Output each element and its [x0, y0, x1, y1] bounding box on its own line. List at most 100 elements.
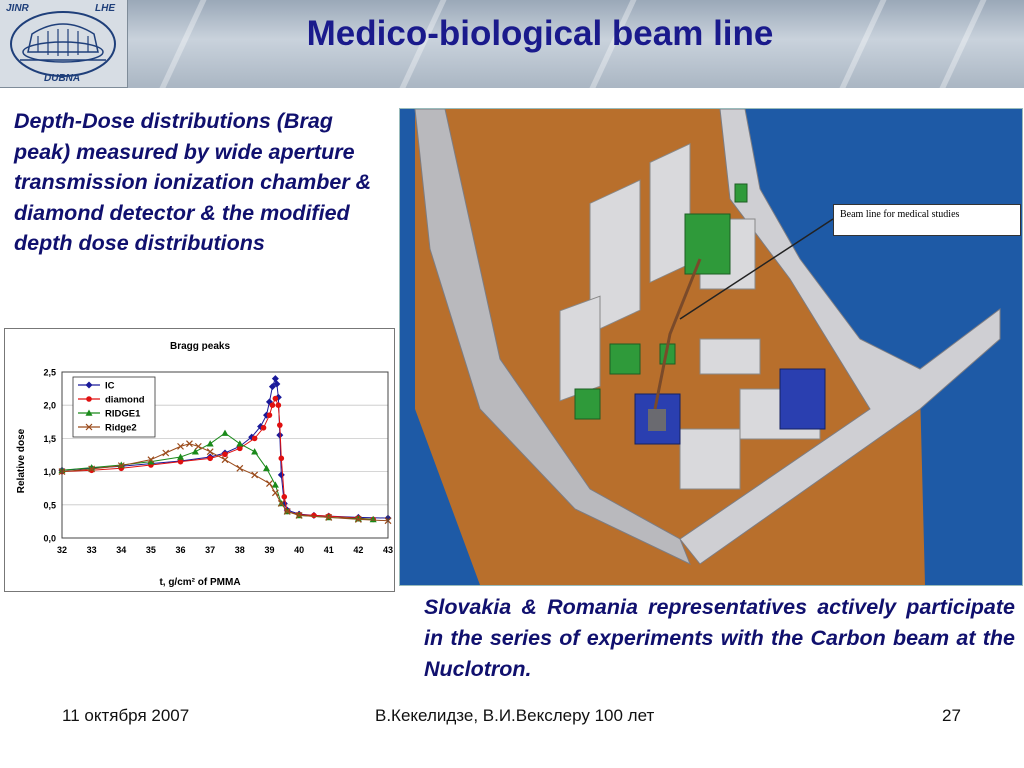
- page-number: 27: [942, 706, 961, 725]
- series-line-ridge2: [61, 443, 389, 522]
- x-tick-label: 34: [116, 545, 126, 555]
- header-decor: [939, 0, 987, 88]
- data-point: [88, 465, 96, 473]
- x-tick-label: 43: [383, 545, 393, 555]
- beam-line-rendering: [399, 108, 1023, 586]
- data-point: [147, 458, 155, 465]
- x-tick-label: 42: [353, 545, 363, 555]
- data-point: [277, 500, 285, 507]
- data-point: [277, 471, 285, 479]
- data-point: [272, 395, 279, 402]
- data-point: [236, 464, 244, 472]
- jinr-logo: JINR LHE DUBNA: [0, 0, 128, 88]
- data-point: [85, 423, 93, 431]
- data-point: [268, 383, 276, 391]
- data-point: [295, 511, 303, 519]
- data-point: [221, 429, 229, 436]
- logo-text-lhe: LHE: [95, 3, 115, 14]
- x-tick-label: 33: [87, 545, 97, 555]
- logo-text-dubna: DUBNA: [44, 73, 81, 84]
- participation-text: Slovakia & Romania representatives activ…: [424, 595, 1015, 681]
- data-point: [177, 458, 184, 465]
- chart-series: [58, 375, 392, 525]
- data-point: [266, 480, 273, 487]
- synchrophasotron-icon: [10, 11, 116, 77]
- x-tick-label: 40: [294, 545, 304, 555]
- data-point: [147, 456, 155, 464]
- legend-label: Ridge2: [105, 423, 137, 434]
- header-band: [0, 0, 1024, 88]
- data-point: [162, 449, 170, 457]
- x-tick-label: 38: [235, 545, 245, 555]
- hall-wall-right: [679, 109, 1001, 565]
- data-point: [266, 412, 273, 418]
- logo-text-jinr: JINR: [6, 3, 29, 14]
- shielding-blocks: [559, 143, 821, 490]
- data-point: [206, 440, 214, 447]
- data-point: [277, 422, 283, 428]
- slide-title: Medico-biological beam line: [306, 14, 774, 53]
- plot-frame: [61, 371, 389, 539]
- chart-title: Bragg peaks: [170, 341, 230, 352]
- depth-dose-description: Depth-Dose distributions (Brag peak) mea…: [14, 109, 372, 255]
- x-tick-label: 32: [57, 545, 67, 555]
- data-point: [85, 409, 93, 416]
- data-point: [325, 513, 333, 521]
- data-point: [262, 464, 270, 472]
- x-tick-label: 41: [324, 545, 334, 555]
- series-line-ridge1: [61, 432, 374, 520]
- chart-x-axis-label: t, g/cm² of PMMA: [159, 577, 240, 588]
- header-decor: [159, 0, 207, 88]
- chart-y-axis-label: Relative dose: [16, 428, 27, 493]
- y-tick-label: 0,5: [43, 500, 56, 510]
- chart-legend: IC diamond RIDGE1 Ridge2: [72, 376, 156, 438]
- legend-label: diamond: [105, 395, 145, 406]
- y-tick-label: 1,5: [43, 434, 56, 444]
- data-point: [237, 445, 243, 452]
- y-tick-label: 0,0: [43, 534, 56, 544]
- chart-svg: 0,0 0,5 1,0 1,5 2,0 2,5 32 33 34 35 36 37 38 39 40 41 42…: [16, 341, 393, 588]
- legend-label: IC: [105, 381, 115, 392]
- data-point: [278, 455, 285, 462]
- data-point: [275, 402, 282, 408]
- x-tick-label: 36: [176, 545, 186, 555]
- data-point: [265, 398, 273, 406]
- beam-line-callout: Beam line for medical studies: [833, 204, 1021, 236]
- y-tick-label: 2,0: [43, 401, 56, 411]
- data-point: [206, 448, 214, 456]
- footer-author: В.Кекелидзе, В.И.Векслеру 100 лет: [375, 706, 655, 725]
- data-point: [311, 512, 317, 519]
- hall-wall-left: [414, 109, 691, 566]
- data-point: [85, 381, 93, 389]
- data-point: [251, 448, 259, 455]
- x-tick-label: 37: [205, 545, 215, 555]
- data-point: [191, 448, 199, 455]
- x-tick-label: 39: [264, 545, 274, 555]
- beam-pipe: [653, 258, 702, 410]
- data-point: [251, 471, 259, 479]
- legend-label: RIDGE1: [105, 409, 141, 420]
- data-point: [251, 435, 258, 442]
- callout-arrow: [679, 218, 834, 320]
- experimental-targets: [634, 368, 826, 445]
- x-tick-label: 35: [146, 545, 156, 555]
- data-point: [281, 494, 288, 500]
- data-point: [269, 402, 276, 408]
- data-point: [194, 442, 202, 450]
- y-tick-label: 1,0: [43, 467, 56, 477]
- data-point: [236, 440, 244, 447]
- data-point: [283, 508, 291, 515]
- data-point: [86, 396, 92, 402]
- beam-line-render-svg: [414, 109, 1001, 585]
- bragg-peaks-chart: 0,0 0,5 1,0 1,5 2,0 2,5 32 33 34 35 36 37 38 39 40 41 42…: [4, 328, 395, 592]
- data-point: [260, 424, 267, 431]
- data-point: [354, 515, 362, 523]
- data-point: [271, 489, 279, 497]
- footer-date: 11 октября 2007: [62, 706, 190, 725]
- chart-ticks: 0,0 0,5 1,0 1,5 2,0 2,5 32 33 34 35 36 37 38 39 40 41 42…: [43, 368, 393, 556]
- data-point: [271, 481, 279, 488]
- data-point: [207, 455, 213, 462]
- data-point: [271, 375, 279, 383]
- data-point: [273, 380, 281, 388]
- data-point: [221, 456, 229, 464]
